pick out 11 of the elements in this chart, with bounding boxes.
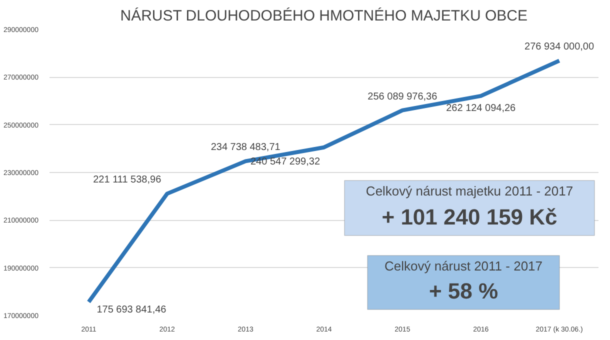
annotation: + 101 240 159 Kč [382,204,558,230]
data-label: 256 089 976,36 [368,91,438,102]
chart-title: NÁRUST DLOUHODOBÉHO HMOTNÉHO MAJETKU OBCE [120,6,528,24]
data-label: 234 738 483,71 [210,142,281,154]
annotation: Celkový nárust 2011 - 2017 [384,258,543,274]
data-label: 175 693 841,46 [96,304,167,316]
annotation: + 58 % [428,278,498,304]
data-label: 276 934 000,00 [524,42,594,53]
annotation: Celkový nárust majetku 2011 - 2017 [366,184,574,198]
data-label: 262 124 094,26 [446,102,516,114]
data-label: 221 111 538,96 [93,174,162,186]
